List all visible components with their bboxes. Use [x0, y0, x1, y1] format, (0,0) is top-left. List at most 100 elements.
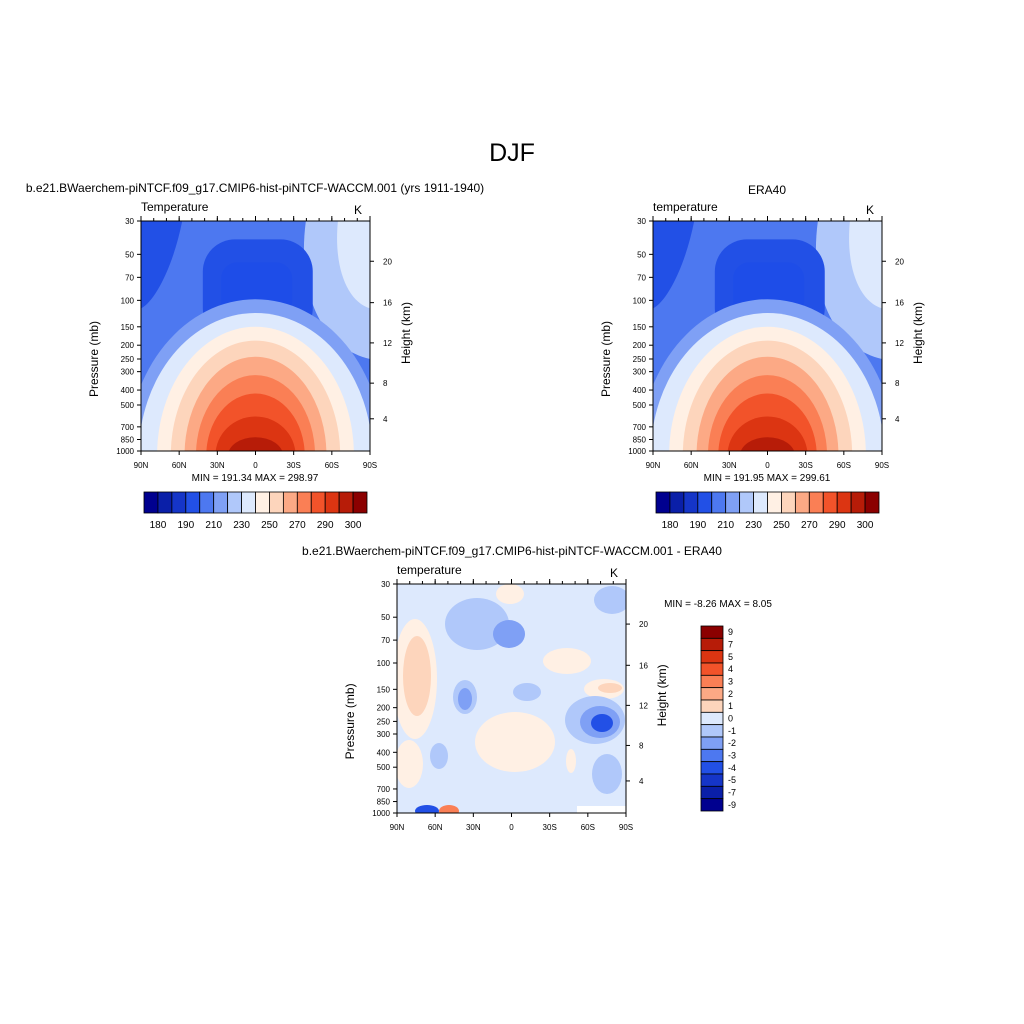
colorbar-label: -3 — [728, 751, 736, 761]
lat-tick-label: 60N — [172, 461, 187, 470]
pressure-tick-label: 30 — [637, 217, 646, 226]
colorbar-swatch — [700, 711, 724, 726]
pressure-tick-label: 100 — [121, 296, 135, 305]
pressure-tick-label: 850 — [121, 436, 135, 445]
contour-band — [513, 683, 541, 701]
colorbar-swatch — [296, 491, 312, 514]
colorbar-label: 210 — [717, 520, 734, 531]
height-tick-label: 20 — [895, 257, 904, 266]
contour-band — [403, 636, 431, 716]
colorbar-label: 2 — [728, 689, 733, 699]
colorbar-label: 180 — [662, 520, 679, 531]
colorbar-label: -5 — [728, 775, 736, 785]
page-title: DJF — [489, 139, 535, 167]
contour-band — [594, 586, 626, 614]
minmax-stats: MIN = 191.34 MAX = 298.97 — [192, 473, 319, 484]
contour-band — [430, 743, 448, 769]
colorbar-swatch — [700, 662, 724, 676]
colorbar-label: -4 — [728, 763, 736, 773]
lat-tick-label: 0 — [253, 461, 258, 470]
colorbar-label: 0 — [728, 714, 733, 724]
colorbar-swatch — [700, 625, 724, 639]
contour-band — [475, 712, 555, 772]
colorbar-swatch — [739, 491, 754, 514]
pressure-tick-label: 1000 — [372, 809, 390, 818]
colorbar-swatch — [850, 491, 866, 514]
lat-tick-label: 90N — [134, 461, 149, 470]
height-tick-label: 16 — [639, 661, 648, 670]
pressure-tick-label: 200 — [121, 341, 135, 350]
colorbar-swatch — [725, 491, 741, 514]
y-axis-label: Pressure (mb) — [343, 683, 357, 759]
colorbar-swatch — [700, 773, 724, 787]
colorbar-label: 190 — [177, 520, 194, 531]
contour-band — [397, 740, 423, 788]
units-label: K — [866, 203, 874, 217]
height-tick-label: 16 — [895, 299, 904, 308]
lat-tick-label: 60N — [684, 461, 699, 470]
lat-tick-label: 30S — [287, 461, 301, 470]
colorbar-swatch — [255, 491, 270, 514]
colorbar-label: 210 — [205, 520, 222, 531]
pressure-tick-label: 300 — [121, 368, 135, 377]
pressure-tick-label: 70 — [637, 273, 646, 282]
pressure-tick-label: 200 — [633, 341, 647, 350]
lat-tick-label: 90S — [875, 461, 889, 470]
pressure-tick-label: 250 — [377, 717, 391, 726]
colorbar-label: 290 — [829, 520, 846, 531]
colorbar-label: -2 — [728, 738, 736, 748]
contour-band — [496, 584, 524, 604]
colorbar-swatch — [697, 491, 713, 514]
colorbar-label: 300 — [857, 520, 874, 531]
colorbar-swatch — [157, 491, 173, 514]
colorbar-swatch — [171, 491, 187, 514]
colorbar-swatch — [700, 650, 724, 664]
height-tick-label: 4 — [383, 415, 388, 424]
colorbar-swatch — [143, 491, 159, 514]
contour-band — [458, 688, 472, 710]
colorbar-swatch — [199, 491, 215, 514]
pressure-tick-label: 100 — [633, 296, 647, 305]
lat-tick-label: 30S — [543, 823, 557, 832]
contour-band — [591, 714, 613, 732]
pressure-tick-label: 700 — [377, 785, 391, 794]
pressure-tick-label: 100 — [377, 659, 391, 668]
pressure-tick-label: 700 — [121, 423, 135, 432]
colorbar-label: 230 — [745, 520, 762, 531]
colorbar-label: 300 — [345, 520, 362, 531]
colorbar-swatch — [794, 491, 810, 514]
contour-band — [439, 805, 459, 813]
colorbar-swatch — [241, 491, 256, 514]
height-tick-label: 12 — [895, 339, 904, 348]
pressure-tick-label: 700 — [633, 423, 647, 432]
colorbar-label: 270 — [289, 520, 306, 531]
pressure-tick-label: 500 — [121, 401, 135, 410]
contour-field — [141, 221, 370, 451]
pressure-tick-label: 400 — [121, 386, 135, 395]
pressure-tick-label: 30 — [125, 217, 134, 226]
lat-tick-label: 60S — [581, 823, 595, 832]
colorbar-label: 3 — [728, 677, 733, 687]
contour-band — [849, 221, 882, 309]
lat-tick-label: 30N — [722, 461, 737, 470]
pressure-tick-label: 1000 — [116, 447, 134, 456]
pressure-tick-label: 150 — [633, 323, 647, 332]
contour-band — [543, 648, 591, 674]
colorbar-swatch — [700, 785, 724, 800]
lat-tick-label: 90S — [619, 823, 633, 832]
colorbar-swatch — [700, 674, 724, 689]
y-axis-label: Pressure (mb) — [599, 321, 613, 397]
minmax-stats: MIN = -8.26 MAX = 8.05 — [664, 599, 772, 610]
y2-axis-label: Height (km) — [655, 664, 669, 726]
colorbar-swatch — [822, 491, 838, 514]
colorbar-label: 230 — [233, 520, 250, 531]
contour-band — [415, 805, 439, 813]
colorbar-label: -1 — [728, 726, 736, 736]
height-tick-label: 8 — [639, 741, 644, 750]
lat-tick-label: 60S — [325, 461, 339, 470]
panel-model: b.e21.BWaerchem-piNTCF.f09_g17.CMIP6-his… — [26, 181, 484, 531]
y2-axis-label: Height (km) — [399, 302, 413, 364]
colorbar-swatch — [836, 491, 852, 514]
colorbar-swatch — [338, 491, 354, 514]
